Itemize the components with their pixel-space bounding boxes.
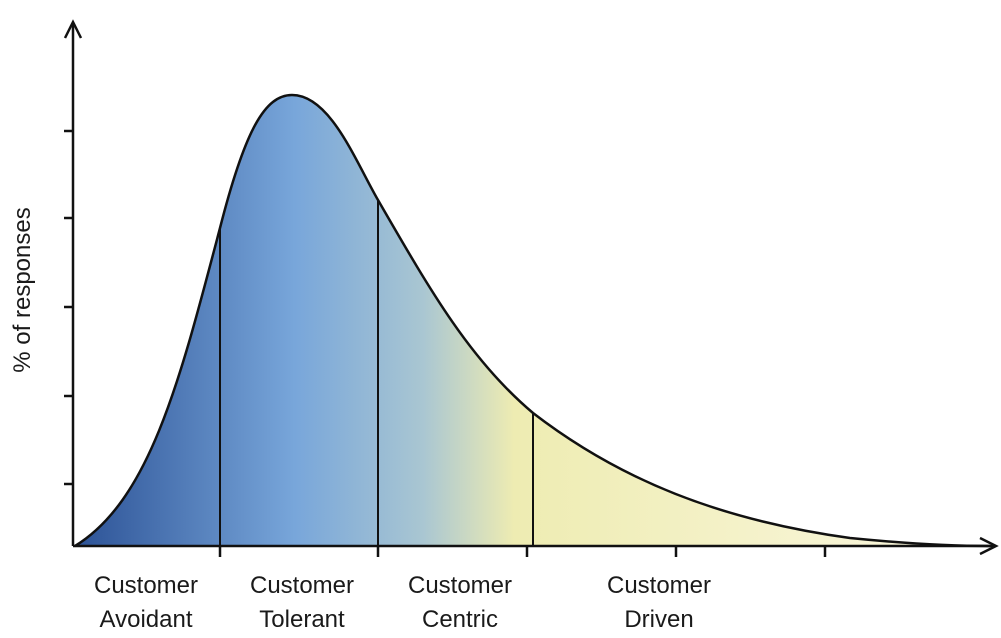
segment-label: Customer (408, 572, 512, 599)
segment-label: Tolerant (259, 606, 345, 633)
y-arrow (63, 19, 83, 39)
axes (63, 19, 999, 557)
segment-label: Avoidant (100, 606, 193, 633)
segment-dividers (219, 200, 534, 546)
segment-label: Customer (607, 572, 711, 599)
segment-labels: Customer Avoidant Customer Tolerant Cust… (94, 572, 711, 633)
y-ticks (64, 129, 73, 486)
y-axis-label: % of responses (9, 207, 36, 372)
segment-label: Customer (250, 572, 354, 599)
distribution-area (75, 95, 990, 546)
segment-label: Customer (94, 572, 198, 599)
x-ticks (218, 546, 827, 557)
segment-label: Driven (624, 606, 693, 633)
x-arrow (979, 536, 999, 556)
segment-label: Centric (422, 606, 498, 633)
